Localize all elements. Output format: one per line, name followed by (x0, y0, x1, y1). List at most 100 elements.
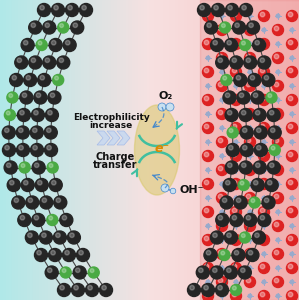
Circle shape (222, 24, 225, 28)
Circle shape (221, 74, 232, 86)
Circle shape (10, 180, 14, 185)
Circle shape (29, 21, 42, 34)
Bar (272, 0, 276, 300)
Circle shape (231, 122, 242, 134)
Circle shape (49, 216, 53, 220)
Circle shape (225, 38, 238, 52)
Circle shape (262, 196, 275, 209)
Circle shape (26, 75, 30, 80)
Bar (36, 0, 40, 300)
Bar (33, 0, 37, 300)
Circle shape (241, 268, 245, 272)
Text: transfer: transfer (93, 160, 137, 170)
Circle shape (288, 236, 293, 241)
Bar (203, 0, 207, 300)
Circle shape (241, 234, 245, 238)
Bar (27, 0, 31, 300)
Circle shape (268, 94, 272, 98)
Circle shape (229, 129, 233, 133)
Circle shape (216, 56, 229, 69)
Circle shape (19, 162, 30, 173)
Text: increase: increase (89, 121, 133, 130)
Circle shape (286, 235, 298, 245)
Circle shape (220, 70, 224, 74)
Circle shape (45, 109, 58, 122)
Circle shape (235, 23, 239, 28)
Circle shape (37, 180, 42, 185)
Circle shape (260, 264, 265, 269)
Circle shape (204, 286, 208, 290)
Circle shape (232, 286, 236, 290)
Bar (69, 0, 73, 300)
Circle shape (249, 197, 260, 208)
Circle shape (288, 12, 293, 17)
Circle shape (43, 56, 56, 69)
Bar (39, 0, 43, 300)
Circle shape (2, 143, 16, 157)
Circle shape (286, 94, 298, 106)
Circle shape (276, 294, 280, 298)
Circle shape (259, 11, 269, 22)
Circle shape (206, 250, 211, 255)
Bar (248, 0, 252, 300)
Circle shape (49, 164, 53, 167)
Circle shape (60, 24, 63, 28)
Circle shape (260, 208, 265, 213)
Circle shape (220, 238, 224, 242)
Circle shape (245, 136, 256, 148)
Circle shape (290, 140, 294, 144)
Circle shape (259, 67, 269, 77)
Circle shape (30, 126, 43, 139)
Circle shape (232, 236, 237, 241)
Circle shape (262, 28, 266, 32)
Circle shape (40, 196, 53, 209)
Circle shape (246, 166, 251, 171)
Circle shape (286, 178, 298, 190)
Bar (185, 0, 189, 300)
Circle shape (227, 127, 238, 138)
Circle shape (15, 56, 28, 69)
Bar (126, 0, 129, 300)
Circle shape (272, 136, 283, 148)
Circle shape (271, 146, 275, 150)
Circle shape (254, 126, 267, 139)
Circle shape (206, 56, 210, 60)
Circle shape (248, 294, 252, 298)
Circle shape (248, 266, 252, 270)
Circle shape (245, 52, 256, 64)
Circle shape (248, 210, 252, 214)
Circle shape (272, 248, 283, 260)
Circle shape (42, 198, 47, 202)
Bar (173, 0, 177, 300)
Bar (66, 0, 70, 300)
Circle shape (231, 206, 242, 218)
Circle shape (227, 268, 231, 272)
Bar (9, 0, 13, 300)
Circle shape (262, 74, 275, 86)
Bar (158, 0, 162, 300)
Circle shape (73, 23, 77, 28)
Circle shape (259, 206, 269, 218)
Circle shape (48, 91, 61, 104)
Circle shape (286, 262, 298, 274)
Circle shape (274, 250, 279, 255)
Bar (72, 0, 76, 300)
Circle shape (19, 146, 23, 150)
Circle shape (218, 278, 223, 283)
Circle shape (288, 180, 293, 185)
Circle shape (232, 58, 237, 62)
Circle shape (202, 290, 213, 300)
Circle shape (262, 56, 266, 60)
Circle shape (218, 82, 223, 87)
Bar (99, 0, 103, 300)
Bar (48, 0, 52, 300)
Bar (60, 0, 64, 300)
Circle shape (216, 136, 228, 148)
Circle shape (246, 248, 259, 262)
Circle shape (234, 196, 247, 209)
Circle shape (25, 231, 38, 244)
Bar (18, 0, 22, 300)
Circle shape (65, 4, 79, 16)
Circle shape (34, 163, 39, 167)
Circle shape (234, 196, 238, 200)
